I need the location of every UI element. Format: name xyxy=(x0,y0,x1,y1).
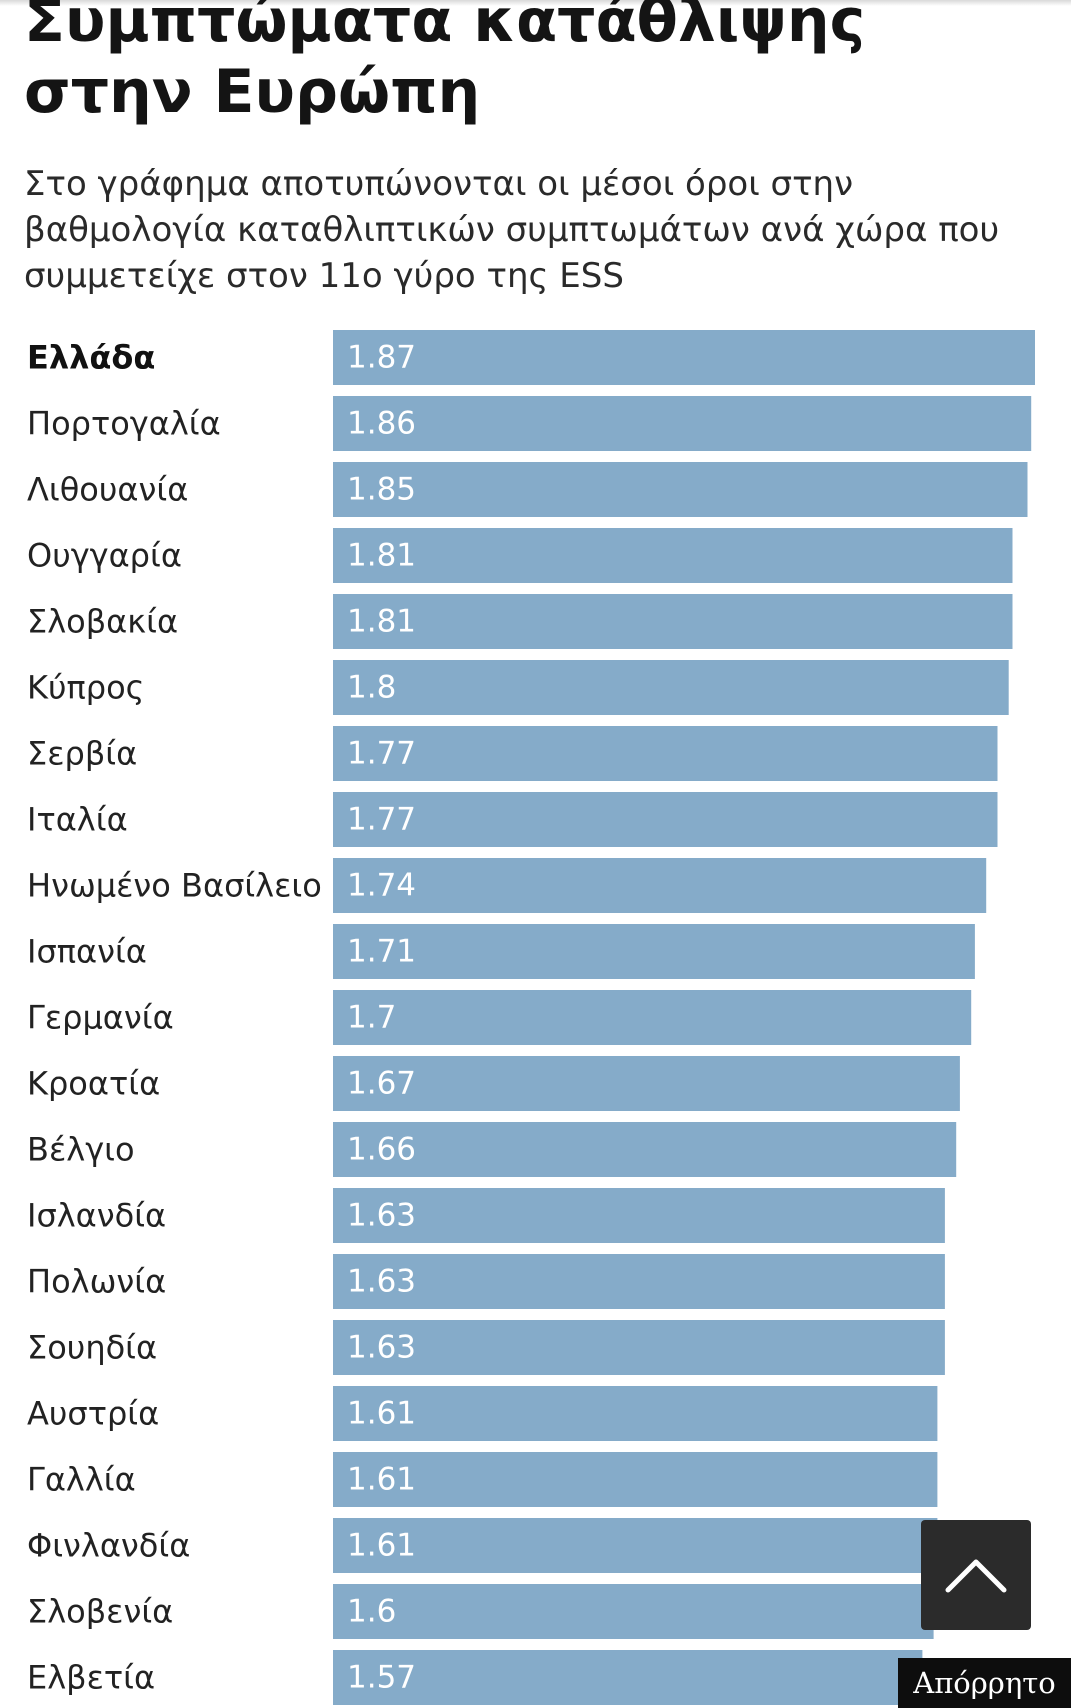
bar-value-label: 1.85 xyxy=(347,472,416,508)
bar-value-label: 1.61 xyxy=(347,1396,416,1432)
category-label: Ουγγαρία xyxy=(27,537,182,575)
bar-value-label: 1.7 xyxy=(347,1000,396,1036)
bar xyxy=(333,1254,945,1309)
category-label: Σουηδία xyxy=(27,1329,157,1367)
category-label: Κροατία xyxy=(27,1065,160,1103)
bar xyxy=(333,990,972,1045)
bar-value-label: 1.63 xyxy=(347,1264,416,1300)
category-label: Γερμανία xyxy=(27,999,174,1037)
bar-value-label: 1.67 xyxy=(347,1066,416,1102)
category-label: Ισπανία xyxy=(27,933,147,971)
bar xyxy=(333,462,1028,517)
category-label: Σλοβακία xyxy=(27,603,178,641)
category-label: Πορτογαλία xyxy=(27,405,221,443)
bar-value-label: 1.81 xyxy=(347,604,416,640)
bar-value-label: 1.63 xyxy=(347,1330,416,1366)
chart-subtitle: Στο γράφημα αποτυπώνονται οι μέσοι όροι … xyxy=(24,164,1000,296)
bar-value-label: 1.81 xyxy=(347,538,416,574)
bar xyxy=(333,1452,938,1507)
bar xyxy=(333,792,998,847)
bar xyxy=(333,1320,945,1375)
confidential-watermark: Απόρρητο xyxy=(898,1658,1071,1708)
bar xyxy=(333,330,1035,385)
top-shadow xyxy=(0,0,1071,6)
bar xyxy=(333,1650,923,1705)
category-label: Ιταλία xyxy=(27,801,128,839)
category-label: Αυστρία xyxy=(27,1395,159,1433)
bar xyxy=(333,1122,957,1177)
category-label: Ηνωμένο Βασίλειο xyxy=(27,867,322,905)
category-label: Φινλανδία xyxy=(27,1527,190,1565)
category-label: Ελλάδα xyxy=(27,339,155,377)
category-label: Σλοβενία xyxy=(27,1593,173,1631)
category-label: Λιθουανία xyxy=(27,471,188,509)
bar xyxy=(333,1188,945,1243)
scroll-to-top-button[interactable] xyxy=(921,1520,1031,1630)
category-label: Ελβετία xyxy=(27,1659,155,1697)
bar xyxy=(333,660,1009,715)
bar xyxy=(333,594,1013,649)
bar xyxy=(333,1386,938,1441)
chart-title: Συμπτώματα κατάθλιψης στην Ευρώπη xyxy=(24,0,866,127)
category-label: Πολωνία xyxy=(27,1263,166,1301)
bar-value-label: 1.63 xyxy=(347,1198,416,1234)
bar-value-label: 1.6 xyxy=(347,1594,396,1630)
chevron-up-icon xyxy=(945,1559,1007,1593)
bar xyxy=(333,858,987,913)
bar-value-label: 1.74 xyxy=(347,868,416,904)
bar-value-label: 1.77 xyxy=(347,802,416,838)
bar-value-label: 1.86 xyxy=(347,406,416,442)
bar-value-label: 1.57 xyxy=(347,1660,416,1696)
bar-value-label: 1.61 xyxy=(347,1462,416,1498)
category-label: Κύπρος xyxy=(27,669,144,707)
category-label: Ισλανδία xyxy=(27,1197,166,1235)
bar xyxy=(333,924,975,979)
bar xyxy=(333,396,1032,451)
bar-value-label: 1.77 xyxy=(347,736,416,772)
category-label: Βέλγιο xyxy=(27,1131,135,1169)
bar-value-label: 1.87 xyxy=(347,340,416,376)
bar xyxy=(333,1056,960,1111)
bar xyxy=(333,726,998,781)
bar xyxy=(333,1518,938,1573)
bar xyxy=(333,528,1013,583)
bar-value-label: 1.61 xyxy=(347,1528,416,1564)
bar-value-label: 1.8 xyxy=(347,670,396,706)
bar-value-label: 1.71 xyxy=(347,934,416,970)
category-label: Σερβία xyxy=(27,735,137,773)
category-label: Γαλλία xyxy=(27,1461,136,1499)
bar xyxy=(333,1584,934,1639)
bar-value-label: 1.66 xyxy=(347,1132,416,1168)
